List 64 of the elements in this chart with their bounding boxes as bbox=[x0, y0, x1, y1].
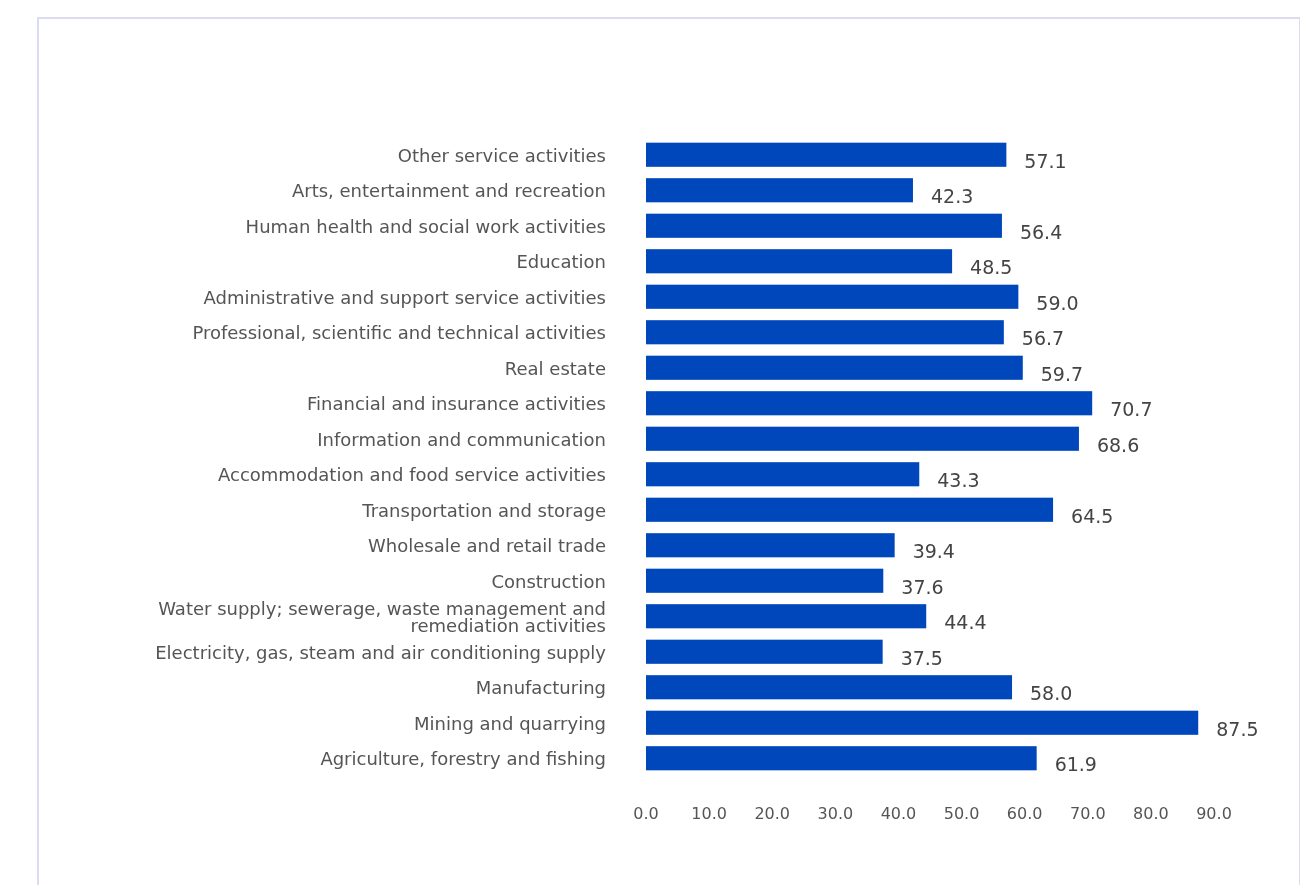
bar bbox=[646, 746, 1037, 771]
y-tick-label: Wholesale and retail trade bbox=[368, 534, 606, 556]
data-label: 48.5 bbox=[970, 256, 1013, 279]
data-label: 39.4 bbox=[912, 540, 955, 563]
x-tick-label: 60.0 bbox=[1006, 803, 1043, 823]
bar bbox=[646, 355, 1023, 380]
data-label: 56.7 bbox=[1021, 327, 1065, 350]
x-tick-label: 40.0 bbox=[880, 803, 917, 823]
data-label: 61.9 bbox=[1054, 753, 1097, 776]
data-label: 59.7 bbox=[1040, 362, 1084, 385]
data-label: 70.7 bbox=[1110, 398, 1153, 421]
bar bbox=[646, 213, 1002, 238]
data-label: 59.0 bbox=[1036, 291, 1079, 314]
x-tick-label: 70.0 bbox=[1069, 803, 1106, 823]
y-tick-label: Real estate bbox=[504, 357, 606, 379]
data-label: 37.5 bbox=[900, 646, 943, 669]
data-label: 43.3 bbox=[937, 469, 980, 492]
y-tick-label: Human health and social work activities bbox=[245, 215, 606, 237]
bar bbox=[646, 568, 884, 593]
data-label: 44.4 bbox=[944, 611, 987, 634]
bar bbox=[646, 533, 895, 558]
data-label: 42.3 bbox=[930, 185, 974, 208]
bar bbox=[646, 639, 883, 664]
y-tick-label: Construction bbox=[491, 570, 606, 592]
x-tick-label: 50.0 bbox=[943, 803, 980, 823]
data-label: 87.5 bbox=[1216, 717, 1259, 740]
y-tick-label: Agriculture, forestry and fishing bbox=[320, 747, 606, 769]
y-tick-label: Water supply; sewerage, waste management and remediation activities bbox=[158, 597, 606, 636]
y-tick-label: Electricity, gas, steam and air conditioning supply bbox=[155, 641, 607, 663]
data-label: 68.6 bbox=[1096, 433, 1140, 456]
bar bbox=[646, 497, 1054, 522]
bar bbox=[646, 249, 953, 274]
bar bbox=[646, 462, 920, 487]
bar bbox=[646, 284, 1019, 309]
x-tick-label: 10.0 bbox=[691, 803, 727, 823]
y-tick-label: Arts, entertainment and recreation bbox=[291, 179, 606, 201]
bar bbox=[646, 710, 1199, 735]
bar bbox=[646, 391, 1093, 416]
bar bbox=[646, 142, 1007, 167]
x-tick-label: 90.0 bbox=[1196, 803, 1232, 823]
data-label: 64.5 bbox=[1071, 504, 1114, 527]
y-tick-label: Professional, scientific and technical activities bbox=[192, 321, 606, 343]
data-label: 37.6 bbox=[901, 575, 944, 598]
x-tick-label: 20.0 bbox=[754, 803, 791, 823]
bar bbox=[646, 604, 927, 629]
bar bbox=[646, 320, 1004, 345]
y-tick-label: Manufacturing bbox=[475, 676, 606, 698]
y-tick-label: Transportation and storage bbox=[361, 499, 606, 521]
y-tick-label: Information and communication bbox=[317, 428, 606, 450]
y-tick-label: Administrative and support service activities bbox=[203, 286, 606, 308]
data-label: 58.0 bbox=[1030, 682, 1073, 705]
y-tick-label: Education bbox=[516, 250, 606, 272]
y-tick-label: Other service activities bbox=[397, 144, 606, 166]
bar bbox=[646, 675, 1013, 700]
x-tick-label: 0.0 bbox=[633, 803, 659, 823]
y-tick-label: Accommodation and food service activities bbox=[218, 463, 606, 485]
bar bbox=[646, 426, 1079, 451]
y-tick-label: Financial and insurance activities bbox=[306, 392, 606, 414]
data-label: 57.1 bbox=[1024, 149, 1067, 172]
y-tick-label: Mining and quarrying bbox=[414, 712, 606, 734]
bar bbox=[646, 178, 913, 203]
x-tick-label: 80.0 bbox=[1133, 803, 1169, 823]
x-tick-label: 30.0 bbox=[817, 803, 854, 823]
data-label: 56.4 bbox=[1019, 220, 1063, 243]
